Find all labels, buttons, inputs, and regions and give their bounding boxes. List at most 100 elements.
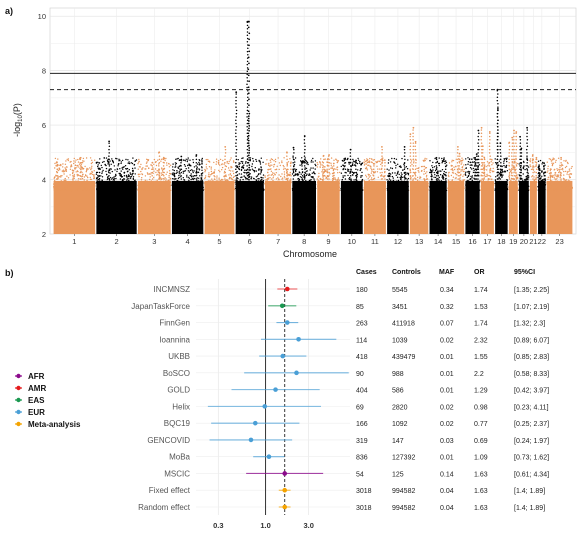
snp-point [492,186,494,188]
snp-point [462,189,464,192]
snp-point [299,185,302,187]
snp-point [132,189,135,191]
snp-point [257,169,260,171]
snp-point [459,155,461,157]
snp-point [452,185,454,187]
snp-point [180,158,183,161]
snp-point [503,164,505,167]
chromosome-14-points [429,156,448,234]
snp-point [265,163,267,165]
snp-point [445,189,448,192]
snp-point [317,185,319,187]
snp-point [108,168,111,170]
snp-point [244,177,247,179]
snp-point [317,184,320,186]
snp-point [301,168,303,170]
snp-point [393,157,396,160]
snp-point [508,183,511,185]
snp-point [232,186,234,188]
snp-point [198,163,201,165]
snp-point [210,174,212,176]
snp-point [188,171,191,173]
snp-point [412,142,415,144]
snp-point [77,158,79,161]
snp-point [344,168,347,170]
snp-point [311,183,313,185]
snp-point [285,171,288,174]
snp-point [82,186,85,188]
snp-point [126,187,128,190]
snp-point [269,184,271,186]
snp-point [383,171,386,174]
snp-point [192,171,194,174]
snp-point [228,162,230,165]
snp-peak-point [409,133,412,136]
snp-point [217,184,219,186]
snp-point [432,166,434,169]
snp-point [480,139,482,141]
chromosome-9-points [316,154,341,234]
snp-point [313,178,315,180]
snp-point [260,171,262,173]
snp-point [423,178,426,180]
snp-point [273,160,275,162]
snp-point [450,183,452,185]
snp-point [437,174,440,177]
snp-point [305,167,308,170]
snp-point [505,182,507,184]
snp-point [372,174,375,177]
snp-point [160,160,162,162]
snp-point [491,178,493,180]
snp-point [434,169,437,172]
snp-point [85,171,88,173]
snp-point [319,166,321,168]
snp-point [77,178,80,180]
snp-point [143,181,145,184]
snp-point [497,155,499,157]
chromosome-7-points [264,151,292,234]
snp-point [178,189,180,191]
snp-point [506,179,509,181]
snp-peak-point [195,154,198,156]
snp-point [223,170,226,173]
snp-point [226,185,228,188]
snp-point [456,161,459,164]
snp-point [246,106,249,108]
snp-point [250,178,252,180]
snp-point [205,175,207,177]
snp-point [368,161,371,164]
snp-point [158,169,160,172]
snp-point [153,186,156,189]
snp-point [200,179,202,181]
snp-point [67,187,70,189]
snp-point [402,181,404,183]
snp-point [148,189,150,191]
snp-point [462,170,465,173]
snp-point [317,186,319,188]
snp-point [451,168,453,170]
snp-point [257,180,260,182]
snp-point [201,183,203,186]
snp-point [395,164,397,167]
snp-point [158,165,160,167]
snp-point [105,186,108,188]
snp-point [205,184,207,187]
snp-point [452,183,454,185]
snp-point [91,165,93,167]
snp-point [308,173,310,175]
snp-point [160,178,162,180]
snp-point [461,186,464,189]
snp-point [489,181,491,184]
snp-point [262,187,264,189]
snp-point [235,103,237,105]
snp-point [192,182,195,184]
snp-point [301,171,304,174]
snp-point [395,167,397,169]
snp-point [390,167,392,169]
snp-point [498,177,500,179]
snp-point [330,167,332,169]
snp-point [381,165,383,167]
snp-point [101,172,103,175]
snp-point [66,166,68,168]
snp-point [342,164,345,167]
